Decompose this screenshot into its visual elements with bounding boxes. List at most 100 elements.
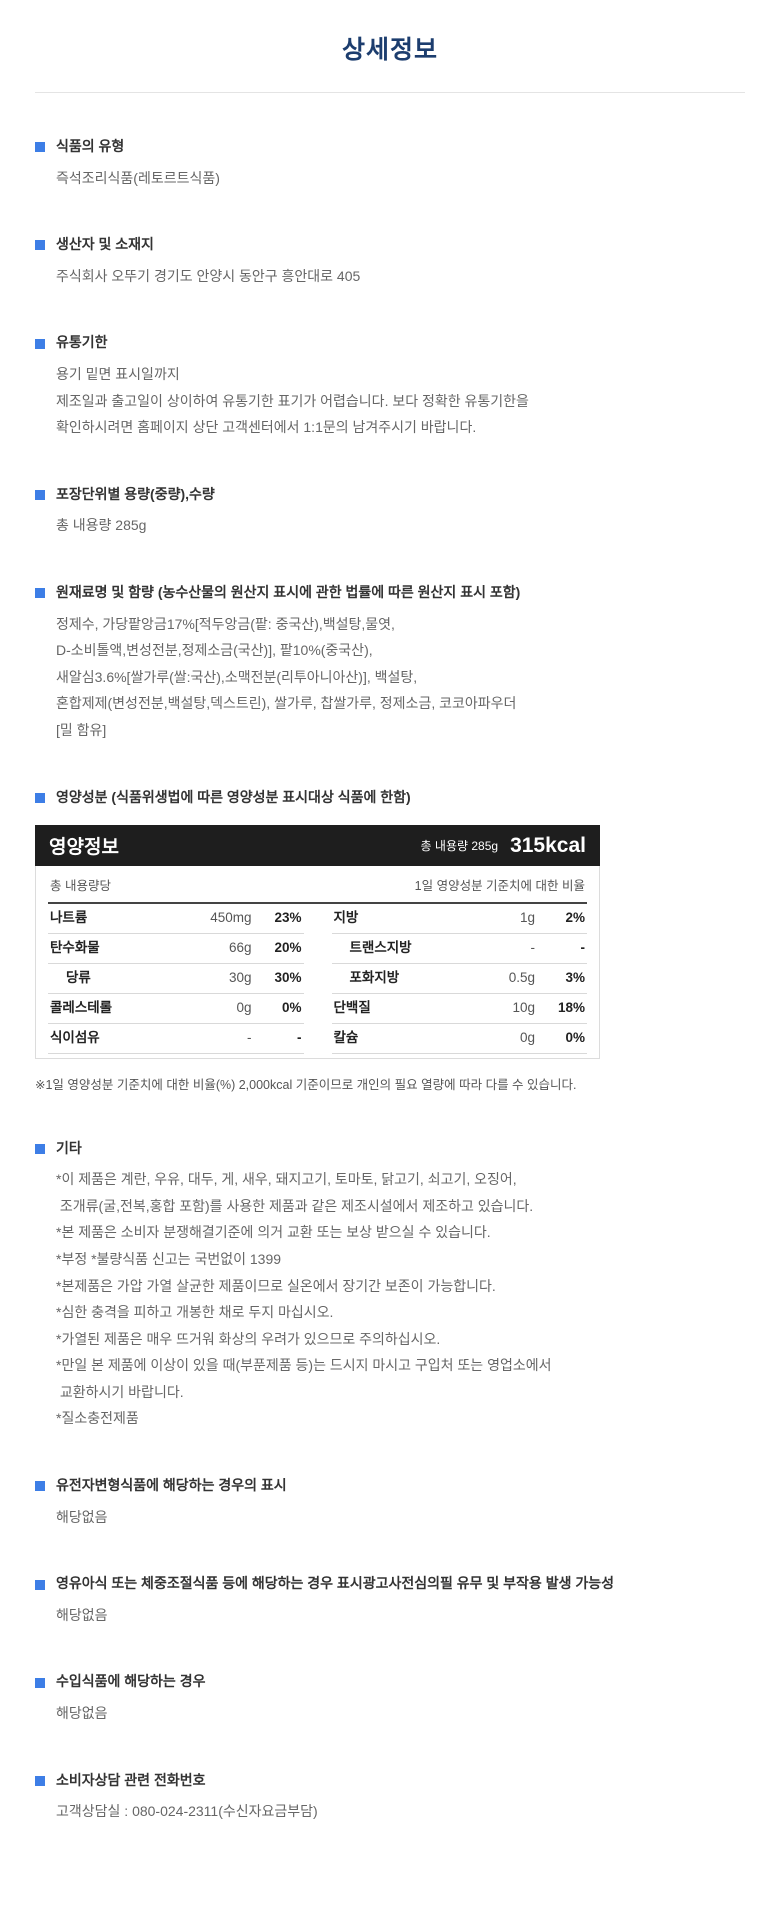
nutrient-value: 1g: [519, 910, 535, 926]
nutrition-footnote: ※1일 영양성분 기준치에 대한 비율(%) 2,000kcal 기준이므로 개…: [35, 1077, 577, 1092]
nutrient-name: 당류: [66, 969, 91, 985]
section-infant-food: 영유아식 또는 체중조절식품 등에 해당하는 경우 표시광고사전심의필 유무 및…: [35, 1574, 745, 1628]
section-body: *이 제품은 계란, 우유, 대두, 게, 새우, 돼지고기, 토마토, 닭고기…: [56, 1166, 745, 1432]
section-body: 고객상담실 : 080-024-2311(수신자요금부담): [56, 1798, 745, 1825]
nutrition-row-cholesterol: 콜레스테롤 0g 0%: [48, 994, 304, 1024]
body-text-line: *본 제품은 소비자 분쟁해결기준에 의거 교환 또는 보상 받으실 수 있습니…: [56, 1224, 491, 1241]
nutrition-row-carbohydrate: 탄수화물 66g 20%: [48, 934, 304, 964]
section-heading-text: 원재료명 및 함량 (농수산물의 원산지 표시에 관한 법률에 따른 원산지 표…: [56, 583, 521, 600]
nutrient-name: 칼슘: [333, 1029, 359, 1045]
nutrient-name: 탄수화물: [50, 939, 100, 955]
nutrient-percent: 30%: [274, 969, 302, 985]
body-text-line: *가열된 제품은 매우 뜨거워 화상의 우려가 있으므로 주의하십시오.: [56, 1330, 441, 1347]
section-heading: 수입식품에 해당하는 경우: [35, 1672, 745, 1692]
nutrition-table-title: 영양정보: [49, 837, 119, 859]
section-body: 해당없음: [56, 1602, 745, 1629]
body-text-line: 혼합제제(변성전분,백설탕,덱스트린), 쌀가루, 찹쌀가루, 정제소금, 코코…: [56, 695, 517, 712]
section-heading: 영양성분 (식품위생법에 따른 영양성분 표시대상 식품에 한함): [35, 788, 745, 808]
nutrition-subheader-right: 1일 영양성분 기준치에 대한 비율: [414, 879, 585, 894]
nutrition-calories: 315kcal: [510, 833, 586, 857]
section-heading-text: 소비자상담 관련 전화번호: [56, 1771, 206, 1788]
nutrient-name: 단백질: [333, 999, 371, 1015]
body-text-line: 즉석조리식품(레토르트식품): [56, 169, 220, 186]
body-text-line: 해당없음: [56, 1508, 108, 1525]
nutrient-value: 450mg: [210, 910, 252, 926]
section-heading-text: 영유아식 또는 체중조절식품 등에 해당하는 경우 표시광고사전심의필 유무 및…: [56, 1575, 614, 1592]
section-consumer-contact: 소비자상담 관련 전화번호 고객상담실 : 080-024-2311(수신자요금…: [35, 1771, 745, 1825]
body-text-line: 총 내용량 285g: [56, 517, 147, 534]
section-etc: 기타 *이 제품은 계란, 우유, 대두, 게, 새우, 돼지고기, 토마토, …: [35, 1139, 745, 1433]
section-heading-text: 기타: [56, 1139, 82, 1156]
body-text-line: 용기 밑면 표시일까지: [56, 365, 180, 382]
blue-square-bullet-icon: [35, 1677, 45, 1688]
section-package-volume: 포장단위별 용량(중량),수량 총 내용량 285g: [35, 485, 745, 539]
nutrition-table-header: 영양정보 총 내용량 285g 315kcal: [35, 825, 600, 867]
section-heading: 원재료명 및 함량 (농수산물의 원산지 표시에 관한 법률에 따른 원산지 표…: [35, 583, 745, 603]
section-heading-text: 생산자 및 소재지: [56, 236, 154, 253]
nutrient-value: 66g: [228, 939, 252, 955]
blue-square-bullet-icon: [35, 792, 45, 803]
nutrition-row-dietary-fiber: 식이섬유 - -: [48, 1024, 304, 1054]
section-heading-text: 식품의 유형: [56, 138, 125, 154]
section-heading: 기타: [35, 1139, 745, 1159]
section-heading-text: 유통기한: [56, 334, 108, 351]
nutrition-row-saturated-fat: 포화지방 0.5g 3%: [331, 964, 587, 994]
section-heading-text: 영양성분 (식품위생법에 따른 영양성분 표시대상 식품에 한함): [56, 788, 411, 805]
body-text-line: D-소비톨액,변성전분,정제소금(국산)], 팥10%(중국산),: [56, 642, 373, 659]
body-text-line: 확인하시려면 홈페이지 상단 고객센터에서 1:1문의 남겨주시기 바랍니다.: [56, 419, 477, 436]
nutrition-row-sodium: 나트륨 450mg 23%: [48, 904, 304, 934]
nutrient-value: 0g: [236, 999, 252, 1015]
title-divider: [35, 92, 745, 93]
nutrition-row-sugars: 당류 30g 30%: [48, 964, 304, 994]
section-food-type: 식품의 유형 즉석조리식품(레토르트식품): [35, 137, 745, 191]
section-heading: 유통기한: [35, 333, 745, 353]
section-body: 용기 밑면 표시일까지 제조일과 출고일이 상이하여 유통기한 표기가 어렵습니…: [56, 361, 745, 441]
nutrient-percent: 3%: [565, 969, 585, 985]
nutrient-name: 트랜스지방: [349, 939, 412, 955]
blue-square-bullet-icon: [35, 1579, 45, 1590]
body-text-line: 주식회사 오뚜기 경기도 안양시 동안구 흥안대로 405: [56, 267, 361, 284]
nutrient-percent: 18%: [557, 999, 585, 1015]
nutrition-subheader-row: 총 내용량당 1일 영양성분 기준치에 대한 비율: [48, 866, 587, 905]
nutrient-name: 식이섬유: [50, 1029, 100, 1045]
section-gmo: 유전자변형식품에 해당하는 경우의 표시 해당없음: [35, 1476, 745, 1530]
blue-square-bullet-icon: [35, 490, 45, 501]
nutrition-row-trans-fat: 트랜스지방 - -: [331, 934, 587, 964]
section-nutrition: 영양성분 (식품위생법에 따른 영양성분 표시대상 식품에 한함) 영양정보 총…: [35, 788, 745, 1095]
section-heading: 유전자변형식품에 해당하는 경우의 표시: [35, 1476, 745, 1496]
nutrient-name: 나트륨: [50, 910, 88, 926]
nutrition-table-body: 총 내용량당 1일 영양성분 기준치에 대한 비율 나트륨 450mg 23% …: [35, 866, 600, 1059]
section-ingredients: 원재료명 및 함량 (농수산물의 원산지 표시에 관한 법률에 따른 원산지 표…: [35, 583, 745, 744]
section-body: 총 내용량 285g: [56, 512, 745, 539]
body-text-line: *질소충전제품: [56, 1410, 139, 1427]
body-text-line: 고객상담실 : 080-024-2311(수신자요금부담): [56, 1803, 318, 1820]
nutrition-grid: 나트륨 450mg 23% 탄수화물 66g 20% 당류 30g 30: [48, 904, 587, 1054]
section-body: 주식회사 오뚜기 경기도 안양시 동안구 흥안대로 405: [56, 263, 745, 290]
nutrient-value: -: [530, 939, 536, 955]
body-text-line: 조개류(굴,전복,홍합 포함)를 사용한 제품과 같은 제조시설에서 제조하고 …: [56, 1197, 534, 1214]
section-body: 즉석조리식품(레토르트식품): [56, 165, 745, 192]
nutrient-percent: 20%: [274, 939, 302, 955]
nutrient-name: 지방: [333, 910, 359, 926]
nutrient-percent: 2%: [565, 910, 585, 926]
nutrition-total-amount: 총 내용량 285g: [420, 839, 499, 854]
section-producer: 생산자 및 소재지 주식회사 오뚜기 경기도 안양시 동안구 흥안대로 405: [35, 235, 745, 289]
nutrition-row-calcium: 칼슘 0g 0%: [331, 1024, 587, 1054]
body-text-line: 제조일과 출고일이 상이하여 유통기한 표기가 어렵습니다. 보다 정확한 유통…: [56, 392, 529, 409]
nutrition-subheader-left: 총 내용량당: [50, 879, 111, 894]
blue-square-bullet-icon: [35, 1143, 45, 1154]
section-imported-food: 수입식품에 해당하는 경우 해당없음: [35, 1672, 745, 1726]
nutrient-value: 0g: [519, 1029, 535, 1045]
section-shelf-life: 유통기한 용기 밑면 표시일까지 제조일과 출고일이 상이하여 유통기한 표기가…: [35, 333, 745, 440]
blue-square-bullet-icon: [35, 240, 45, 251]
nutrition-left-column: 나트륨 450mg 23% 탄수화물 66g 20% 당류 30g 30: [48, 904, 304, 1054]
section-heading: 소비자상담 관련 전화번호: [35, 1771, 745, 1791]
body-text-line: 해당없음: [56, 1606, 108, 1623]
nutrition-row-protein: 단백질 10g 18%: [331, 994, 587, 1024]
body-text-line: [밀 함유]: [56, 721, 107, 738]
section-heading-text: 수입식품에 해당하는 경우: [56, 1673, 206, 1690]
body-text-line: *심한 충격을 피하고 개봉한 채로 두지 마십시오.: [56, 1304, 334, 1321]
body-text-line: *이 제품은 계란, 우유, 대두, 게, 새우, 돼지고기, 토마토, 닭고기…: [56, 1171, 517, 1188]
body-text-line: *만일 본 제품에 이상이 있을 때(부푼제품 등)는 드시지 마시고 구입처 …: [56, 1357, 552, 1374]
nutrient-name: 포화지방: [349, 969, 400, 985]
